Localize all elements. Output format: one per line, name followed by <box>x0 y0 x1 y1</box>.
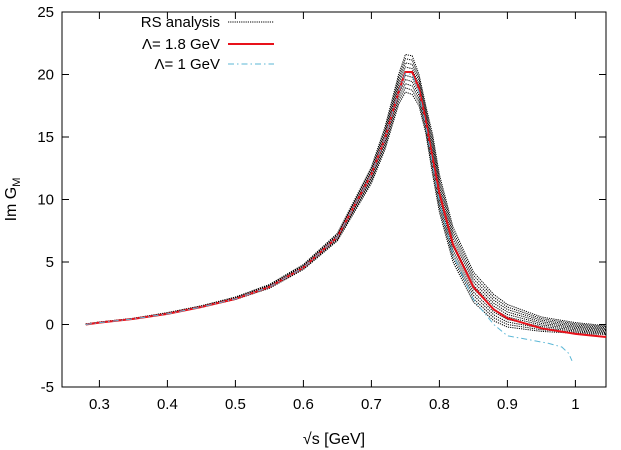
axes: 0.3 0.4 0.5 0.6 0.7 0.8 0.9 1 -5 0 5 10 15 20 25 <box>37 4 607 413</box>
rs-analysis-line <box>85 70 607 331</box>
x-tick-label: 1 <box>571 396 579 413</box>
rs-analysis-line <box>85 91 607 335</box>
x-tick-label: 0.7 <box>361 396 382 413</box>
y-axis-label-sub: M <box>11 178 23 187</box>
x-tick-label: 0.9 <box>497 396 518 413</box>
rs-analysis-line <box>85 87 607 334</box>
x-tick-label: 0.6 <box>293 396 314 413</box>
legend: RS analysis Λ= 1.8 GeV Λ= 1 GeV <box>141 14 274 73</box>
y-tick-label: 25 <box>37 4 54 21</box>
rs-analysis-line <box>85 83 607 334</box>
y-tick-label: 0 <box>46 317 54 334</box>
y-tick-label: 15 <box>37 129 54 146</box>
rs-analysis-line <box>85 58 607 328</box>
x-tick-label: 0.3 <box>89 396 110 413</box>
rs-analysis-line <box>85 62 607 329</box>
y-tick-label: 20 <box>37 67 54 84</box>
series-lambda-1 <box>85 72 573 362</box>
x-axis-label: √s [GeV] <box>303 431 365 448</box>
y-axis-label-main: Im G <box>3 187 20 222</box>
rs-analysis-line <box>85 74 607 332</box>
y-axis-label: Im GM <box>3 178 23 222</box>
legend-label-1: Λ= 1.8 GeV <box>142 36 220 53</box>
series-rs-analysis <box>85 53 607 335</box>
rs-analysis-line <box>85 66 607 330</box>
rs-analysis-line <box>85 78 607 333</box>
legend-label-0: RS analysis <box>141 14 220 31</box>
plot-frame <box>61 11 607 388</box>
legend-label-2: Λ= 1 GeV <box>155 56 220 73</box>
x-tick-label: 0.4 <box>157 396 178 413</box>
y-tick-label: 5 <box>46 254 54 271</box>
rs-analysis-line <box>85 53 607 327</box>
x-tick-label: 0.8 <box>429 396 450 413</box>
y-tick-label: -5 <box>41 379 54 396</box>
series-layer <box>85 53 607 362</box>
x-tick-label: 0.5 <box>225 396 246 413</box>
series-lambda-1-8 <box>85 71 607 338</box>
y-tick-label: 10 <box>37 192 54 209</box>
